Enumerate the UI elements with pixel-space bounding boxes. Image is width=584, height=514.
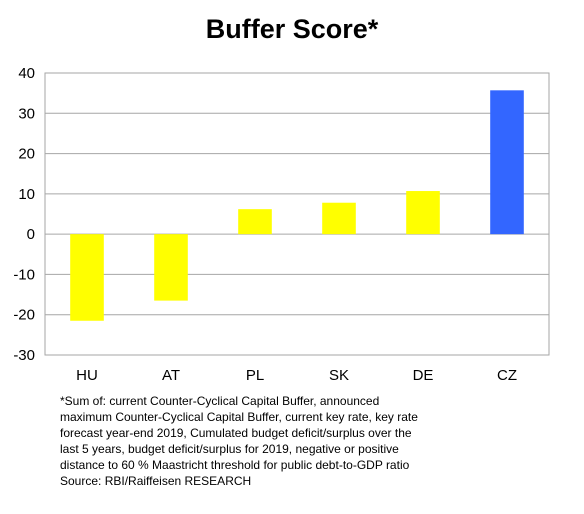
gridlines [45, 72, 549, 356]
axes [44, 72, 550, 356]
y-tick-label: -20 [13, 307, 35, 324]
bar-at [154, 234, 188, 301]
bars [70, 90, 524, 321]
x-tick-label: CZ [497, 367, 517, 384]
tick-labels: 40 30 20 10 0 -10 -20 -30 HU AT PL SK DE CZ [13, 65, 517, 384]
y-tick-label: 30 [18, 105, 35, 122]
y-tick-label: -10 [13, 266, 35, 283]
footnote-line: *Sum of: current Counter-Cyclical Capita… [60, 394, 380, 408]
x-tick-label: SK [329, 367, 349, 384]
y-tick-label: -30 [13, 347, 35, 364]
footnote-source: Source: RBI/Raiffeisen RESEARCH [60, 474, 252, 488]
x-tick-label: DE [413, 367, 434, 384]
bar-hu [70, 234, 104, 321]
x-tick-label: PL [246, 367, 264, 384]
bar-cz [490, 90, 524, 235]
y-tick-label: 10 [18, 186, 35, 203]
footnote-line: maximum Counter-Cyclical Capital Buffer,… [60, 410, 418, 424]
footnote-line: distance to 60 % Maastricht threshold fo… [60, 458, 410, 472]
footnote-line: last 5 years, budget deficit/surplus for… [60, 442, 399, 456]
chart-title: Buffer Score* [205, 14, 379, 44]
y-tick-label: 20 [18, 146, 35, 163]
bar-sk [322, 202, 356, 235]
footnote-line: forecast year-end 2019, Cumulated budget… [60, 426, 412, 440]
plot-frame [44, 72, 550, 356]
x-tick-label: AT [162, 367, 180, 384]
bar-pl [238, 209, 272, 235]
x-tick-label: HU [76, 367, 98, 384]
y-tick-label: 40 [18, 65, 35, 82]
bar-de [406, 191, 440, 235]
footnote: *Sum of: current Counter-Cyclical Capita… [60, 393, 480, 489]
y-tick-label: 0 [27, 226, 35, 243]
